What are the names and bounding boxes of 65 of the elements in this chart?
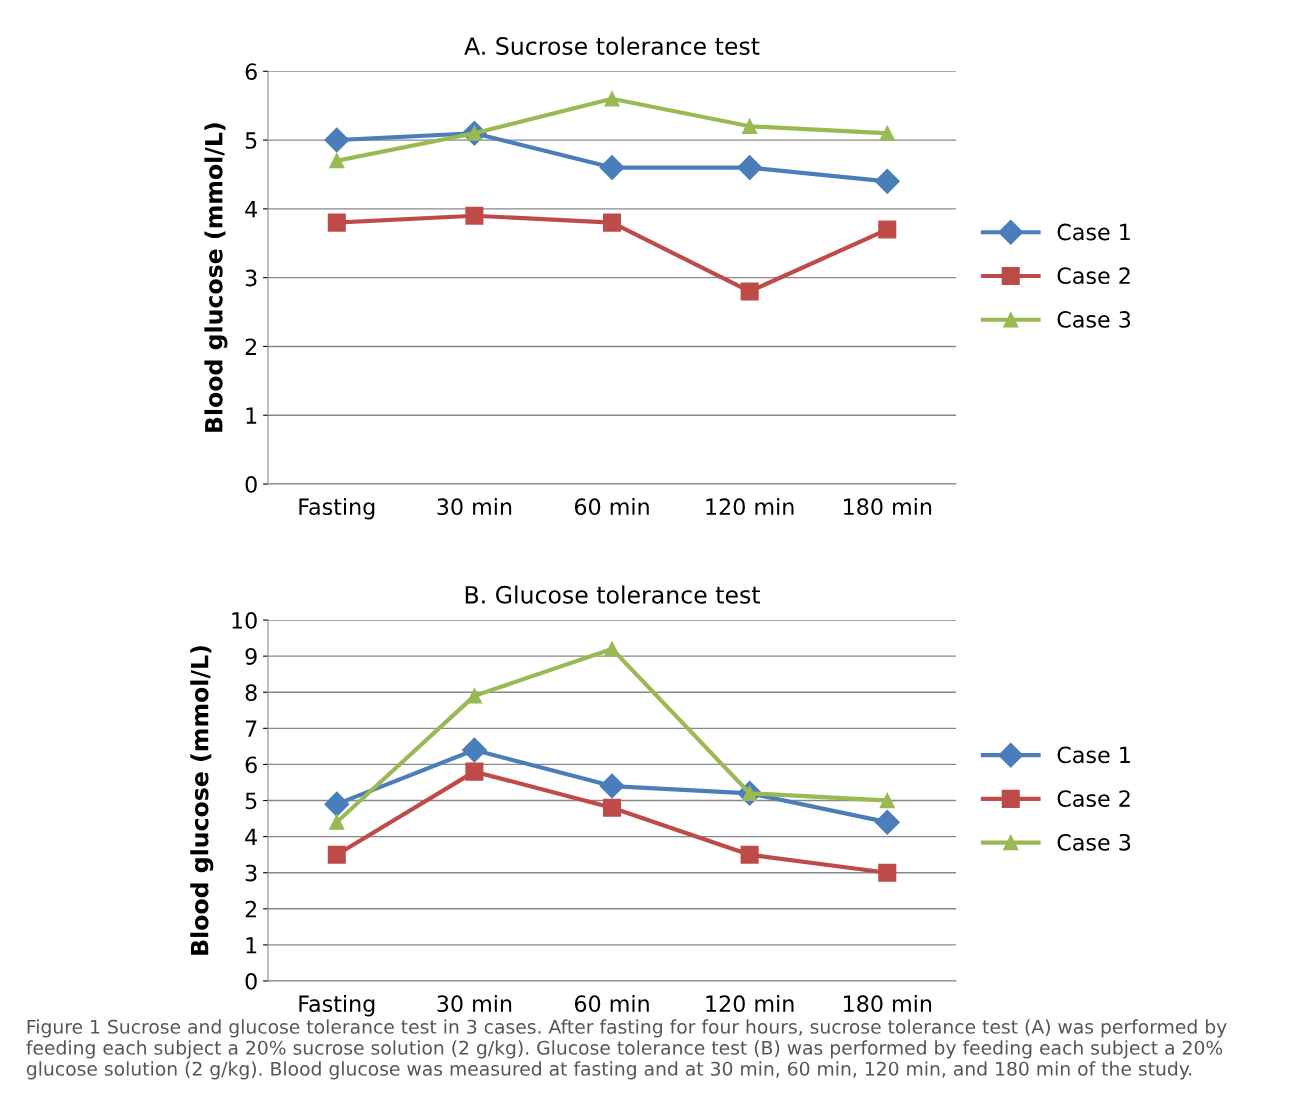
x-tick-label: 60 min — [574, 994, 649, 1013]
x-tick-label: 30 min — [437, 497, 512, 516]
point — [879, 792, 895, 809]
legend-label: Case 3 — [1057, 833, 1131, 851]
point — [740, 845, 759, 864]
legend-label: Case 2 — [1057, 267, 1130, 285]
point — [324, 127, 350, 153]
point — [466, 688, 483, 704]
point — [742, 118, 758, 134]
legend-label: Case 1 — [1057, 223, 1130, 241]
point — [604, 91, 620, 107]
point — [878, 220, 897, 239]
legend-label: Case 2 — [1057, 790, 1130, 807]
x-tick-label: Fasting — [299, 497, 375, 520]
point — [465, 206, 484, 225]
x-tick-label: 60 min — [574, 497, 649, 516]
y-tick-label: 7 — [245, 720, 257, 737]
point — [329, 153, 345, 169]
point — [878, 863, 897, 882]
point — [324, 791, 350, 817]
y-tick-label: 4 — [245, 201, 257, 218]
y-tick-label: 1 — [246, 937, 257, 954]
point — [599, 773, 625, 799]
y-axis-title: Blood glucose (mmol/L) — [204, 123, 228, 432]
x-tick-label: Fasting — [299, 994, 375, 1017]
y-tick-label: 9 — [245, 648, 257, 665]
y-tick-label: 0 — [245, 972, 257, 990]
chart-title: B. Glucose tolerance test — [465, 585, 760, 604]
y-tick-label: 5 — [245, 792, 257, 810]
y-tick-label: 5 — [245, 132, 257, 149]
x-tick-label: 180 min — [844, 497, 932, 516]
y-tick-label: 4 — [245, 828, 257, 846]
point — [327, 213, 346, 232]
y-tick-label: 2 — [245, 338, 257, 355]
x-tick-label: 120 min — [706, 497, 794, 516]
y-tick-label: 2 — [245, 900, 257, 918]
point — [599, 155, 625, 181]
point — [461, 737, 487, 763]
y-axis-title: Blood glucose (mmol/L) — [190, 646, 214, 955]
x-tick-label: 180 min — [844, 994, 932, 1013]
chart-title: A. Sucrose tolerance test — [464, 36, 760, 55]
point — [737, 155, 763, 181]
point — [604, 641, 620, 657]
y-tick-label: 6 — [245, 63, 257, 81]
point — [874, 168, 900, 194]
x-tick-label: 30 min — [437, 994, 512, 1013]
y-tick-label: 3 — [245, 269, 257, 287]
point — [602, 798, 622, 817]
point — [465, 762, 484, 781]
point — [327, 845, 346, 864]
y-tick-label: 6 — [245, 756, 257, 774]
point — [602, 213, 622, 232]
x-tick-label: 120 min — [706, 994, 794, 1013]
y-tick-label: 8 — [245, 684, 257, 701]
point — [874, 809, 900, 835]
y-tick-label: 3 — [245, 864, 257, 882]
legend-label: Case 1 — [1057, 746, 1130, 764]
y-tick-label: 0 — [245, 475, 257, 493]
caption: Figure 1 Sucrose and glucose tolerance test in 3 cases. After fasting for four hours, sucrose tolerance test (A) was performed by feeding each subject a 20% sucrose solution (2 g/kg). Glucose tolerance test (B) was performed by feeding each subject a 20% glucose solution (2 g/kg). Blood glucose was measured at fasting and at 30 min, 60 min, 120 min, and 180 min of the study. — [26, 1019, 1227, 1080]
point — [329, 814, 345, 830]
point — [740, 282, 759, 301]
y-tick-label: 10 — [232, 612, 257, 629]
y-tick-label: 1 — [246, 407, 257, 424]
legend-label: Case 3 — [1057, 311, 1131, 328]
point — [879, 125, 895, 141]
